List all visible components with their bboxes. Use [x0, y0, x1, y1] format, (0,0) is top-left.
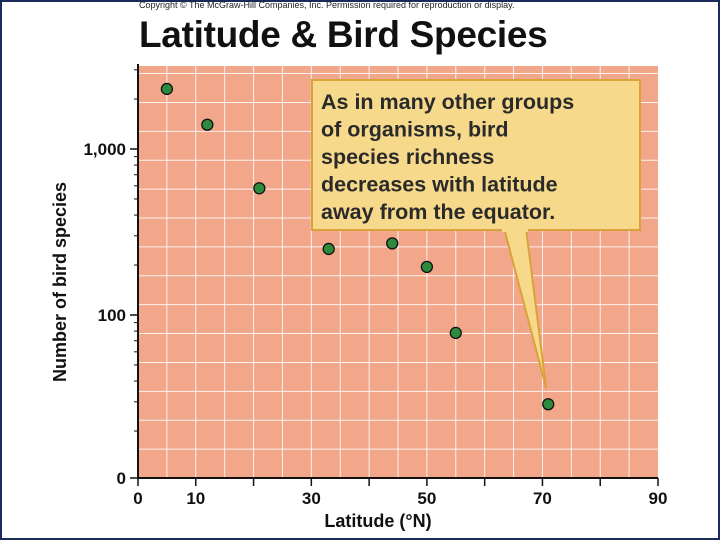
- y-tick-label: 1,000: [83, 140, 126, 159]
- x-tick-label: 0: [133, 489, 142, 508]
- x-axis-title: Latitude (°N): [324, 511, 431, 531]
- callout-text-line: of organisms, bird: [321, 118, 509, 142]
- copyright-notice: Copyright © The McGraw-Hill Companies, I…: [139, 0, 515, 10]
- x-tick-label: 30: [302, 489, 321, 508]
- callout-text-line: away from the equator.: [321, 200, 555, 224]
- x-tick-label: 10: [186, 489, 205, 508]
- data-point: [201, 118, 214, 131]
- callout-text-line: species richness: [321, 145, 494, 169]
- y-tick-label: 100: [98, 306, 126, 325]
- data-point: [420, 260, 434, 274]
- callout-text-line: decreases with latitude: [321, 173, 558, 197]
- x-tick-label: 70: [533, 489, 552, 508]
- y-axis-title: Number of bird species: [50, 182, 70, 382]
- data-point: [322, 242, 335, 256]
- data-point: [386, 237, 399, 250]
- data-point: [449, 326, 462, 340]
- data-point: [542, 398, 555, 411]
- y-tick-label: 0: [117, 469, 126, 488]
- callout-box: [311, 79, 641, 231]
- x-tick-label: 50: [417, 489, 436, 508]
- callout-joint: [502, 226, 528, 232]
- callout-text-line: As in many other groups: [321, 90, 574, 114]
- chart-title: Latitude & Bird Species: [139, 14, 548, 55]
- data-point: [253, 182, 266, 195]
- x-tick-label: 90: [649, 489, 668, 508]
- data-point: [160, 82, 174, 96]
